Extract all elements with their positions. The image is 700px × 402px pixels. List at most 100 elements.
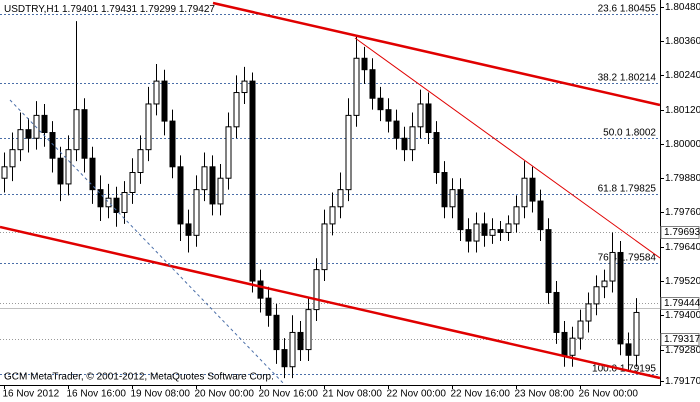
fibo-level-percent: 23.6	[598, 3, 618, 14]
x-tick-label: 26 Nov 00:00	[579, 389, 639, 400]
symbol-header: USDTRY,H1 1.79401 1.79431 1.79299 1.7942…	[4, 4, 215, 15]
candle-body	[497, 229, 504, 233]
y-tick-label: 1.80480	[665, 2, 700, 13]
candle-body	[201, 166, 208, 191]
candle-body	[81, 109, 88, 159]
candle-body	[49, 132, 56, 159]
candle-body	[569, 337, 576, 356]
y-tick-label: 1.79400	[665, 310, 700, 321]
fibo-level-price: 1.79195	[620, 363, 657, 374]
candle-body	[145, 103, 152, 151]
candle-body	[361, 57, 368, 71]
candle-body	[17, 129, 24, 151]
copyright: GCM MetaTrader, © 2001-2012, MetaQuotes …	[4, 372, 274, 383]
candle-body	[417, 103, 424, 128]
candle-body	[353, 57, 360, 116]
trend-line-lower	[0, 225, 661, 380]
x-tick-label: 16 Nov 2012	[3, 389, 60, 400]
candle-body	[537, 200, 544, 231]
candle-body	[457, 189, 464, 231]
header-high: 1.79431	[101, 4, 138, 15]
candle-body	[185, 223, 192, 236]
candle-body	[25, 129, 32, 139]
candle-body	[449, 189, 456, 208]
fibo-level-price: 1.79584	[620, 252, 657, 263]
y-tick-label: 1.79280	[665, 345, 700, 356]
candle-body	[105, 197, 112, 208]
candle-body	[601, 280, 608, 288]
x-tick-label: 20 Nov 16:00	[259, 389, 319, 400]
candle-body	[97, 189, 104, 208]
candle-body	[113, 197, 120, 213]
candle-body	[73, 109, 80, 151]
candle-body	[529, 177, 536, 202]
price-marker-label: 1.79444	[664, 298, 700, 309]
fibo-level-label: 76.4 1.79584	[598, 252, 657, 263]
candle-body	[625, 343, 632, 356]
candle-body	[249, 80, 256, 282]
fibo-base-line	[9, 99, 286, 386]
candle-body	[465, 229, 472, 242]
fibo-level-label: 23.6 1.80455	[598, 3, 657, 14]
candle-body	[393, 120, 400, 139]
header-open: 1.79401	[62, 4, 99, 15]
y-tick-label: 1.79170	[665, 376, 700, 387]
fibo-level-percent: 100.0	[592, 363, 617, 374]
candle-body	[153, 80, 160, 105]
fibo-level-price: 1.80214	[620, 72, 657, 83]
x-tick-label: 21 Nov 08:00	[323, 389, 383, 400]
price-marker-box	[660, 297, 700, 310]
candle-body	[9, 149, 16, 168]
candle-body	[489, 229, 496, 236]
candle-body	[121, 192, 128, 213]
candle-body	[377, 97, 384, 111]
fibo-level-label: 100.0 1.79195	[592, 363, 656, 374]
plot: 23.6 1.80455 38.2 1.80214 50.0 1.8002 61.8 …	[0, 3, 660, 379]
candle-body	[137, 149, 144, 174]
candle-body	[169, 120, 176, 168]
y-tick-label: 1.80000	[665, 139, 700, 150]
candle-body	[585, 303, 592, 322]
symbol: USDTRY,H1	[4, 4, 60, 15]
header-low: 1.79299	[140, 4, 177, 15]
y-tick-label: 1.80240	[665, 70, 700, 81]
x-tick-label: 19 Nov 08:00	[131, 389, 191, 400]
candle-body	[89, 157, 96, 191]
y-tick-label: 1.80120	[665, 105, 700, 116]
price-marker-box	[660, 226, 700, 239]
candle-body	[305, 309, 312, 351]
fibo-level-label: 38.2 1.80214	[598, 72, 657, 83]
candle-body	[313, 269, 320, 311]
x-tick-label: 22 Nov 16:00	[451, 389, 511, 400]
candle-body	[257, 280, 264, 299]
candle-body	[385, 109, 392, 122]
fibo-level-percent: 61.8	[598, 183, 618, 194]
fibo-level-label: 50.0 1.8002	[603, 127, 656, 138]
candle-body	[553, 291, 560, 333]
fibo-level-percent: 38.2	[598, 72, 618, 83]
candle-body	[321, 223, 328, 271]
candle-body	[233, 92, 240, 128]
candle-body	[505, 223, 512, 233]
candle-body	[481, 223, 488, 236]
candle-body	[577, 320, 584, 339]
candle-body	[209, 166, 216, 205]
candle-body	[281, 349, 288, 368]
candle-body	[57, 157, 64, 185]
candle-body	[433, 132, 440, 174]
x-tick-label: 22 Nov 00:00	[387, 389, 447, 400]
candle-body	[345, 114, 352, 191]
trend-line-thin	[354, 37, 661, 259]
candle-body	[561, 331, 568, 356]
candle-body	[633, 311, 640, 356]
candle-body	[473, 223, 480, 242]
x-tick-label: 16 Nov 16:00	[67, 389, 127, 400]
candle-body	[265, 297, 272, 316]
candle-body	[609, 251, 616, 282]
y-tick-label: 1.79520	[665, 276, 700, 287]
x-tick-label: 23 Nov 08:00	[515, 389, 575, 400]
candle-body	[521, 177, 528, 208]
